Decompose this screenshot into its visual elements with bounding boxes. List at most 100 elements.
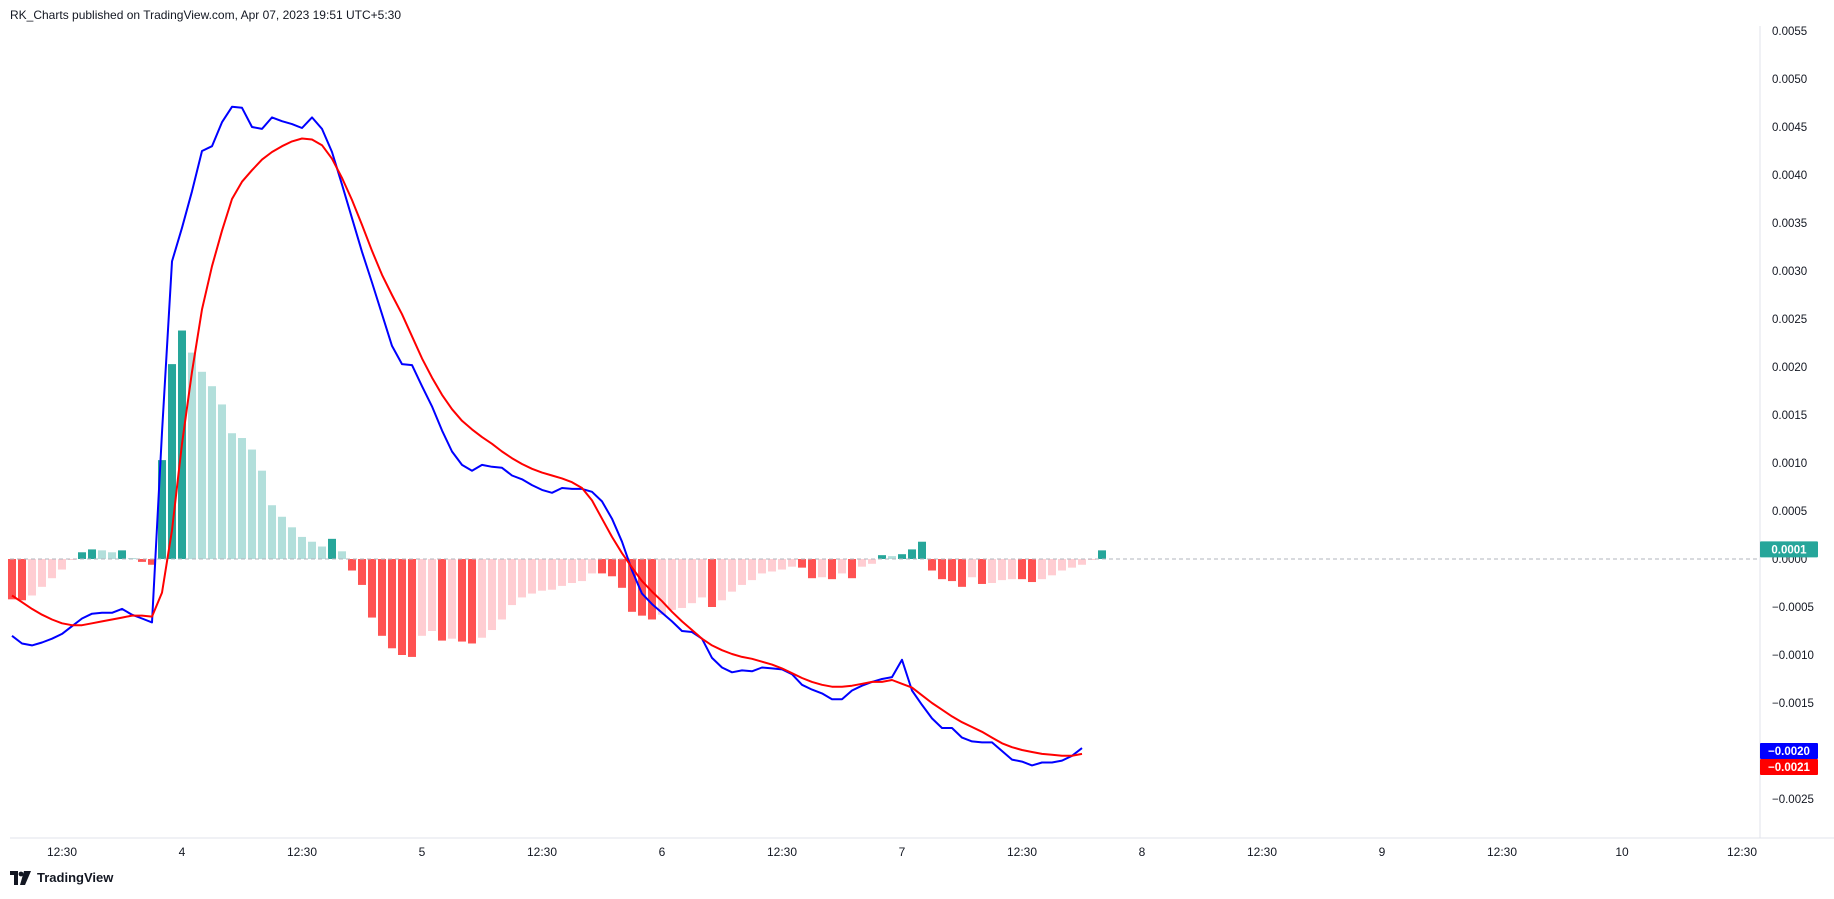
histogram-bar xyxy=(958,559,966,587)
histogram-bar xyxy=(448,559,456,639)
histogram-bar xyxy=(908,549,916,559)
histogram-bar xyxy=(118,550,126,559)
publish-info: RK_Charts published on TradingView.com, … xyxy=(10,8,402,22)
histogram-bar xyxy=(1028,559,1036,583)
histogram-bar xyxy=(518,559,526,598)
histogram-bar xyxy=(898,554,906,559)
time-axis[interactable]: 12:30 4 12:30 5 12:30 6 12:30 7 12:30 8 12:30 9 12:3… xyxy=(47,845,1757,859)
histogram-bar xyxy=(968,559,976,578)
histogram-bar xyxy=(818,559,826,578)
time-tick-label: 8 xyxy=(1139,845,1146,859)
histogram-bar xyxy=(328,538,336,559)
histogram-layer xyxy=(8,330,1106,657)
histogram-bar xyxy=(378,559,386,636)
histogram-bar xyxy=(728,559,736,592)
histogram-bar xyxy=(18,559,26,601)
brand-name: TradingView xyxy=(37,870,114,885)
histogram-bar xyxy=(1008,559,1016,580)
histogram-bar xyxy=(298,536,306,559)
histogram-bar xyxy=(568,559,576,583)
price-tick-label: 0.0025 xyxy=(1772,314,1807,326)
histogram-bar xyxy=(108,552,116,559)
price-tick-label: 0.0010 xyxy=(1772,458,1807,470)
last-value-label: −0.0021 xyxy=(1768,762,1810,774)
price-tick-label: 0.0045 xyxy=(1772,122,1807,134)
price-tick-label: 0.0030 xyxy=(1772,266,1807,278)
histogram-bar xyxy=(528,559,536,594)
histogram-bar xyxy=(738,559,746,585)
histogram-bar xyxy=(1038,559,1046,580)
time-tick-label: 7 xyxy=(899,845,906,859)
histogram-bar xyxy=(828,559,836,580)
macd-chart[interactable]: 0.0055 0.0050 0.0045 0.0040 0.0035 0.0030 0.00… xyxy=(0,0,1834,870)
price-tick-label: 0.0040 xyxy=(1772,170,1807,182)
price-tick-label: 0.0020 xyxy=(1772,362,1807,374)
histogram-bar xyxy=(468,559,476,644)
histogram-bar xyxy=(698,559,706,598)
histogram-bar xyxy=(648,559,656,620)
histogram-bar xyxy=(1058,559,1066,571)
histogram-bar xyxy=(78,552,86,559)
histogram-bar xyxy=(1078,559,1086,565)
time-tick-label: 12:30 xyxy=(1727,845,1757,859)
histogram-bar xyxy=(618,559,626,588)
histogram-bar xyxy=(358,559,366,585)
series-layer xyxy=(11,105,1083,767)
histogram-bar xyxy=(768,559,776,572)
histogram-bar xyxy=(158,460,166,559)
histogram-bar xyxy=(778,559,786,570)
histogram-bar xyxy=(638,559,646,616)
histogram-bar xyxy=(558,559,566,586)
histogram-bar xyxy=(98,550,106,559)
histogram-bar xyxy=(708,559,716,607)
histogram-bar xyxy=(1018,559,1026,580)
histogram-bar xyxy=(878,555,886,559)
histogram-bar xyxy=(388,559,396,649)
histogram-bar xyxy=(48,559,56,579)
price-axis[interactable]: 0.0055 0.0050 0.0045 0.0040 0.0035 0.0030 0.00… xyxy=(1772,26,1814,806)
histogram-bar xyxy=(508,559,516,606)
histogram-bar xyxy=(848,559,856,579)
tradingview-logo-icon xyxy=(10,870,31,885)
histogram-bar xyxy=(438,559,446,641)
histogram-bar xyxy=(928,559,936,571)
price-tick-label: 0.0050 xyxy=(1772,74,1807,86)
time-tick-label: 12:30 xyxy=(47,845,77,859)
price-tick-label: 0.0015 xyxy=(1772,410,1807,422)
histogram-bar xyxy=(58,559,66,570)
histogram-bar xyxy=(258,470,266,559)
histogram-bar xyxy=(278,516,286,559)
histogram-bar xyxy=(918,541,926,559)
histogram-bar xyxy=(888,556,896,559)
last-value-label: 0.0001 xyxy=(1771,544,1807,556)
histogram-bar xyxy=(248,449,256,559)
histogram-bar xyxy=(998,559,1006,581)
histogram-bar xyxy=(758,559,766,574)
histogram-bar xyxy=(168,364,176,559)
histogram-bar xyxy=(678,559,686,608)
histogram-bar xyxy=(578,559,586,582)
last-value-badge xyxy=(1760,541,1818,558)
histogram-bar xyxy=(598,559,606,574)
histogram-bar xyxy=(428,559,436,631)
price-tick-label: 0.0035 xyxy=(1772,218,1807,230)
histogram-bar xyxy=(338,551,346,559)
last-value-badge xyxy=(1760,759,1818,775)
histogram-bar xyxy=(308,541,316,559)
histogram-bar xyxy=(808,559,816,579)
histogram-bar xyxy=(408,559,416,657)
histogram-bar xyxy=(1048,559,1056,576)
histogram-bar xyxy=(538,559,546,591)
last-value-badges: 0.0001 −0.0020 −0.0021 xyxy=(1760,541,1818,775)
histogram-bar xyxy=(938,559,946,580)
histogram-bar xyxy=(208,386,216,559)
histogram-bar xyxy=(858,559,866,567)
time-tick-label: 12:30 xyxy=(1247,845,1277,859)
histogram-bar xyxy=(1068,559,1076,568)
brand[interactable]: TradingView xyxy=(10,870,113,885)
histogram-bar xyxy=(368,559,376,618)
histogram-bar xyxy=(748,559,756,581)
signal-line xyxy=(11,137,1083,757)
histogram-bar xyxy=(948,559,956,582)
histogram-bar xyxy=(198,371,206,559)
